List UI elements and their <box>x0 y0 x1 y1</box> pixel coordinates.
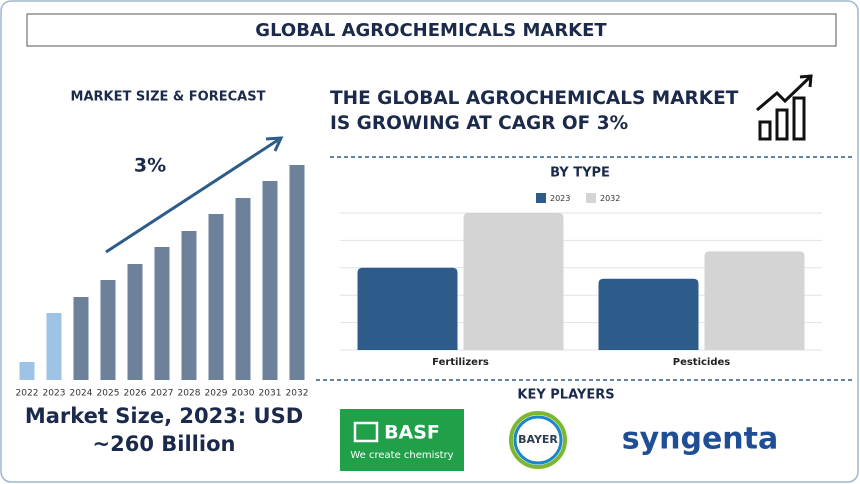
trend-arrow-head <box>265 136 284 152</box>
bar <box>463 213 564 350</box>
bayer-name: BAYER <box>518 433 558 446</box>
x-tick-label: 2024 <box>70 389 93 399</box>
bar <box>289 165 305 380</box>
bar <box>704 251 805 350</box>
bar <box>154 247 170 380</box>
x-tick-label: 2025 <box>97 389 120 399</box>
bar <box>262 181 278 380</box>
x-tick-label: 2026 <box>124 389 147 399</box>
trend-arrow <box>105 138 279 254</box>
headline: THE GLOBAL AGROCHEMICALS MARKET IS GROWI… <box>330 88 739 134</box>
legend-label: 2023 <box>550 194 570 203</box>
syngenta-name: syngenta <box>622 422 779 457</box>
section-title: KEY PLAYERS <box>517 388 614 403</box>
legend-label: 2032 <box>600 194 620 203</box>
x-tick-label: 2030 <box>232 389 255 399</box>
bayer-logo <box>509 411 567 469</box>
x-tick-label: 2029 <box>205 389 228 399</box>
bar <box>181 231 197 380</box>
chart-title: MARKET SIZE & FORECAST <box>71 90 266 105</box>
legend-swatch <box>586 193 596 203</box>
bar <box>46 313 62 380</box>
basf-name: BASF <box>384 422 440 444</box>
bar <box>73 297 89 380</box>
bar <box>208 214 224 380</box>
x-tick-label: 2028 <box>178 389 201 399</box>
x-tick-label: Fertilizers <box>432 357 489 368</box>
chart-title: BY TYPE <box>550 166 610 181</box>
bayer-ring <box>513 415 563 465</box>
basf-tagline: We create chemistry <box>350 450 453 461</box>
basf-icon <box>353 421 379 443</box>
growth-icon <box>756 74 813 141</box>
market-size-box: Market Size, 2023: USD ~260 Billion <box>24 404 304 456</box>
x-tick-label: 2027 <box>151 389 174 399</box>
x-tick-label: 2031 <box>259 389 282 399</box>
page-title: GLOBAL AGROCHEMICALS MARKET <box>255 20 607 41</box>
x-tick-label: 2023 <box>43 389 66 399</box>
x-tick-label: 2022 <box>16 389 39 399</box>
bar <box>100 280 116 380</box>
title-box <box>26 13 837 47</box>
legend-swatch <box>536 193 546 203</box>
bar <box>235 198 251 380</box>
bar <box>19 362 35 380</box>
bar <box>127 264 143 380</box>
x-tick-label: 2032 <box>286 389 309 399</box>
bar <box>357 267 458 350</box>
annotation: 3% <box>134 155 166 177</box>
headline-box: THE GLOBAL AGROCHEMICALS MARKET IS GROWI… <box>330 88 739 134</box>
x-tick-label: Pesticides <box>673 357 731 368</box>
bar <box>598 278 699 350</box>
market-size: Market Size, 2023: USD ~260 Billion <box>24 404 304 456</box>
